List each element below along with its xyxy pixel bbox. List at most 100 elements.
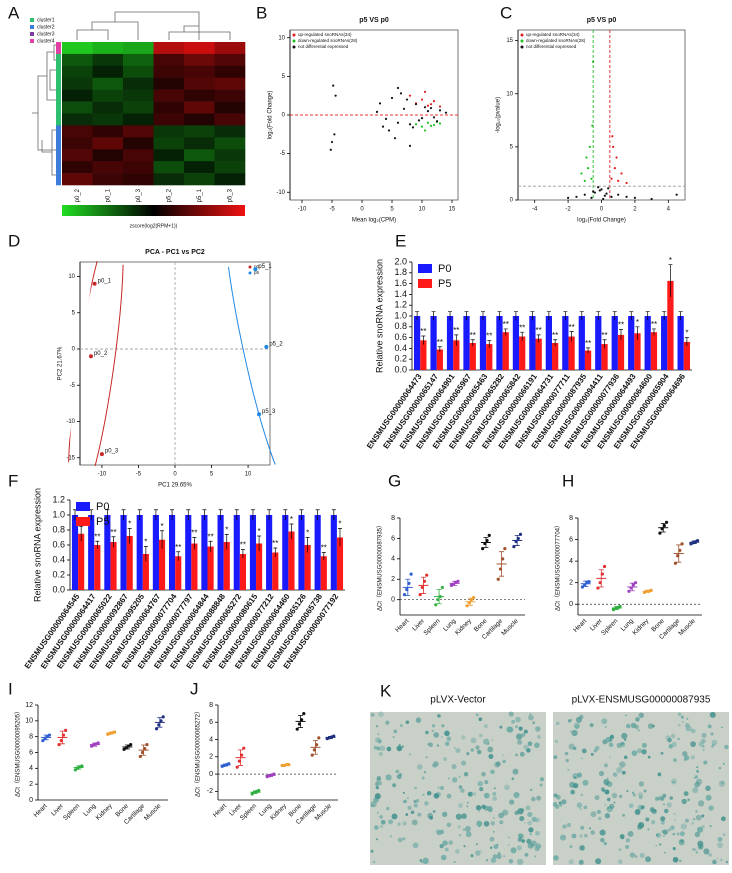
cell bbox=[565, 758, 569, 763]
y-tick-label: 0.8 bbox=[52, 524, 65, 534]
error-bar bbox=[298, 714, 303, 728]
significance: ** bbox=[486, 331, 492, 340]
y-tick-label: 8 bbox=[569, 515, 573, 522]
cell bbox=[458, 834, 462, 837]
bar bbox=[453, 340, 460, 370]
y-tick-label: 6 bbox=[569, 536, 573, 543]
cell bbox=[481, 771, 486, 777]
heatmap-cell bbox=[184, 113, 215, 126]
point bbox=[625, 181, 628, 185]
point-label: p0_1 bbox=[98, 278, 112, 284]
error-bar bbox=[95, 540, 100, 549]
bar bbox=[158, 539, 166, 590]
cell bbox=[503, 855, 506, 858]
point bbox=[417, 119, 421, 122]
bar bbox=[519, 336, 526, 370]
cell bbox=[442, 840, 448, 846]
bar bbox=[469, 343, 476, 370]
error-bar bbox=[267, 509, 272, 521]
cell bbox=[707, 724, 712, 729]
heatmap-cell bbox=[123, 42, 154, 55]
point bbox=[295, 727, 299, 731]
cell bbox=[607, 806, 610, 809]
error-bar bbox=[202, 509, 207, 521]
y-tick-label: -5 bbox=[70, 383, 76, 389]
panel-label: B bbox=[256, 3, 267, 22]
column-label: p5_3 bbox=[227, 188, 233, 202]
legend-swatch bbox=[30, 25, 34, 29]
cell bbox=[649, 807, 655, 813]
cell bbox=[452, 777, 458, 783]
cell bbox=[634, 724, 639, 730]
cell bbox=[555, 721, 560, 726]
cell bbox=[511, 719, 515, 724]
bar bbox=[479, 316, 487, 370]
cell bbox=[508, 858, 514, 864]
x-tick-label: -2 bbox=[565, 207, 571, 213]
significance: ** bbox=[207, 532, 213, 541]
cell bbox=[517, 837, 523, 842]
x-tick-label: Kidney bbox=[95, 802, 115, 822]
cell bbox=[487, 746, 494, 753]
heatmap-cell bbox=[62, 137, 93, 150]
cluster-bar bbox=[56, 89, 61, 102]
error-bar bbox=[43, 734, 49, 741]
x-tick-label: Muscle bbox=[500, 617, 520, 637]
cell bbox=[490, 857, 497, 863]
significance: * bbox=[128, 520, 131, 529]
x-axis-label: PC1 29.65% bbox=[158, 483, 192, 489]
error-bar bbox=[436, 589, 442, 605]
cell bbox=[637, 824, 643, 830]
bar bbox=[298, 515, 305, 590]
cell bbox=[680, 715, 684, 719]
x-tick-label: 2 bbox=[633, 207, 637, 213]
cell bbox=[519, 815, 525, 822]
cell bbox=[374, 825, 379, 830]
x-tick-label: -10 bbox=[298, 207, 307, 213]
cell bbox=[483, 820, 490, 827]
cell bbox=[401, 745, 404, 748]
legend-label: p0 bbox=[254, 264, 260, 269]
bar bbox=[535, 338, 542, 370]
cell bbox=[701, 825, 705, 829]
y-tick-label: 0.6 bbox=[394, 332, 407, 342]
cell bbox=[695, 810, 698, 813]
cell bbox=[397, 837, 403, 843]
error-bar bbox=[499, 551, 505, 577]
cell bbox=[627, 831, 634, 837]
heatmap-cell bbox=[214, 65, 246, 79]
y-tick-label: 1.8 bbox=[394, 267, 407, 277]
dendrogram bbox=[32, 11, 231, 176]
y-tick-label: 6 bbox=[209, 719, 213, 726]
bar bbox=[667, 280, 674, 370]
cell bbox=[462, 828, 466, 831]
cell bbox=[536, 795, 542, 801]
bar bbox=[104, 515, 111, 590]
cell bbox=[712, 859, 717, 865]
significance: ** bbox=[536, 326, 542, 335]
cell bbox=[370, 849, 374, 853]
point bbox=[627, 589, 631, 593]
cell bbox=[423, 770, 427, 774]
cell bbox=[553, 793, 558, 798]
legend-label: P5 bbox=[438, 278, 451, 290]
cell bbox=[440, 854, 447, 861]
bar bbox=[545, 316, 552, 370]
heatmap-cell bbox=[62, 53, 93, 67]
bar bbox=[88, 515, 95, 590]
cell bbox=[493, 787, 496, 790]
cell bbox=[498, 812, 504, 819]
cell bbox=[677, 723, 681, 727]
cell bbox=[380, 819, 386, 825]
cell bbox=[621, 732, 628, 740]
point bbox=[496, 577, 500, 581]
cell bbox=[672, 781, 675, 784]
heatmap-cell bbox=[92, 161, 124, 174]
point bbox=[409, 572, 413, 576]
cell bbox=[528, 714, 534, 721]
error-bar bbox=[645, 589, 651, 593]
y-tick-label: 0.0 bbox=[52, 584, 65, 594]
cell bbox=[511, 777, 515, 781]
cell bbox=[425, 756, 428, 759]
cell bbox=[425, 730, 429, 735]
